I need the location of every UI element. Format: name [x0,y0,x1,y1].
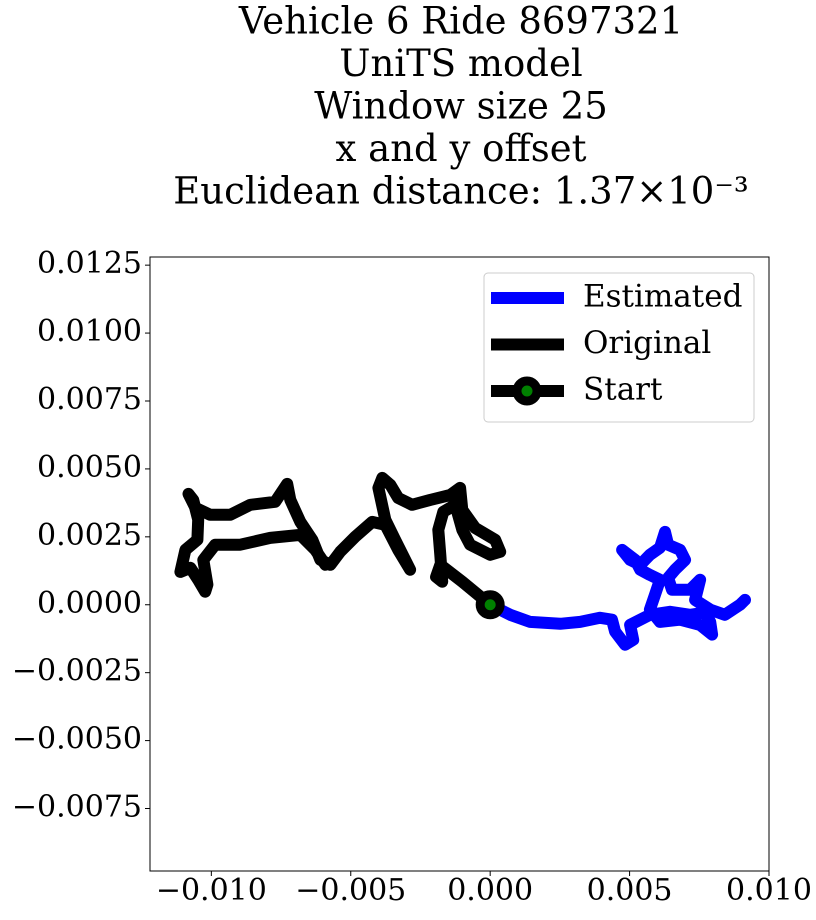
legend-label: Estimated [583,279,742,315]
trajectory-line [174,471,507,611]
legend-label: Original [583,325,711,361]
x-tick-label: −0.005 [295,873,406,908]
y-tick-label: −0.0075 [12,790,142,825]
x-tick-label: 0.000 [447,873,533,908]
legend-label: Start [583,372,663,408]
x-tick-label: 0.010 [726,873,812,908]
plot-frame [149,256,770,872]
legend-marker [512,376,542,406]
y-tick-label: 0.0100 [37,314,142,349]
y-tick-label: 0.0000 [37,586,142,621]
chart-title: x and y offset [336,127,587,170]
y-tick-label: 0.0025 [37,518,142,553]
trajectory-line [484,525,751,651]
x-tick-label: 0.005 [587,873,673,908]
y-tick-label: 0.0075 [37,382,142,417]
chart-title: Euclidean distance: 1.37×10⁻³ [173,170,748,213]
start-marker [475,590,505,620]
plot-area [174,471,751,651]
y-tick-label: 0.0125 [37,246,142,281]
chart-title: UniTS model [339,42,582,85]
x-tick-label: −0.010 [156,873,267,908]
y-tick-label: −0.0050 [12,722,142,757]
legend-box [483,272,755,423]
y-tick-label: 0.0050 [37,450,142,485]
y-tick-label: −0.0025 [12,654,142,689]
chart-title: Window size 25 [314,85,608,128]
chart-title: Vehicle 6 Ride 8697321 [238,0,683,43]
